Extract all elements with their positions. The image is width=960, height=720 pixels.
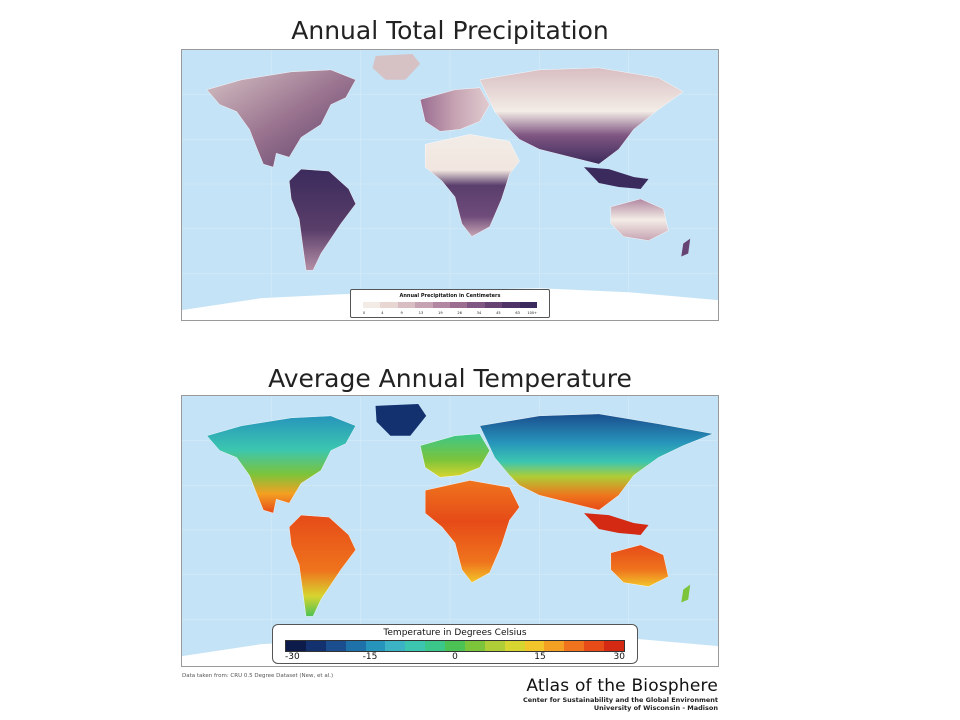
precip-legend-swatch <box>380 302 398 308</box>
africa <box>424 134 520 237</box>
temp-legend-swatch <box>564 641 585 651</box>
new-zealand <box>681 238 691 257</box>
precip-legend-tick: 13 <box>418 311 424 315</box>
temp-legend-title: Temperature in Degrees Celsius <box>383 628 527 638</box>
temp-legend-swatch <box>385 641 406 651</box>
north-america <box>206 415 356 514</box>
australia <box>610 198 669 241</box>
precip-legend-tick: 4 <box>381 311 384 315</box>
temp-legend-swatch <box>405 641 426 651</box>
precip-legend-ticks: 0 4 9 13 19 26 34 45 63 100+ <box>363 311 537 317</box>
temp-legend-swatch <box>345 641 366 651</box>
precip-legend-swatch <box>519 302 538 308</box>
precip-legend-tick: 63 <box>515 311 520 315</box>
precip-legend-tick: 45 <box>496 311 501 315</box>
brand-line-1: Center for Sustainability and the Global… <box>522 696 718 704</box>
temp-legend-swatch <box>464 641 485 651</box>
temp-legend-swatch <box>524 641 545 651</box>
temp-legend-swatch <box>604 641 624 651</box>
temp-legend-swatch <box>445 641 465 651</box>
precip-legend-tick: 26 <box>457 311 462 315</box>
temp-legend: Temperature in Degrees Celsius -30 -15 0 15… <box>272 624 638 664</box>
brand-line-2: University of Wisconsin - Madison <box>593 704 718 712</box>
new-zealand <box>681 584 691 603</box>
atlas-branding: Atlas of the Biosphere Center for Sustai… <box>523 676 718 712</box>
precip-legend-swatch <box>363 302 381 308</box>
precip-legend-swatch <box>484 302 503 308</box>
temp-legend-tick: -30 <box>285 652 300 662</box>
temp-legend-colorbar <box>285 640 625 652</box>
precip-legend-swatch <box>397 302 416 308</box>
data-source-note: Data taken from: CRU 0.5 Degree Dataset … <box>182 673 334 679</box>
temp-legend-tick: 15 <box>534 652 546 662</box>
north-america <box>206 69 356 168</box>
precip-legend-swatch <box>450 302 468 308</box>
temp-legend-swatch <box>544 641 565 651</box>
precip-legend-swatch <box>432 302 451 308</box>
precip-legend-tick: 9 <box>400 311 403 315</box>
temp-legend-swatch <box>305 641 326 651</box>
temp-legend-swatch <box>286 641 306 651</box>
temp-legend-ticks: -30 -15 0 15 30 <box>285 652 625 662</box>
asia <box>479 67 684 165</box>
temp-legend-swatch <box>584 641 604 651</box>
temp-legend-swatch <box>504 641 525 651</box>
precip-legend-swatch <box>502 302 520 308</box>
precip-legend: Annual Precipitation in Centimeters 0 4 9 1… <box>350 289 550 318</box>
precip-legend-title: Annual Precipitation in Centimeters <box>399 293 501 299</box>
temp-legend-swatch <box>325 641 346 651</box>
precip-legend-tick: 0 <box>363 311 366 315</box>
south-america <box>288 514 356 617</box>
precipitation-world-map <box>181 49 719 321</box>
precip-legend-tick: 100+ <box>527 311 537 315</box>
temp-legend-tick: 0 <box>452 652 458 662</box>
precip-map-title: Annual Total Precipitation <box>291 16 609 45</box>
precip-legend-swatch <box>467 302 485 308</box>
temp-legend-swatch <box>484 641 505 651</box>
southeast-asia-islands <box>584 513 649 535</box>
precip-legend-tick: 34 <box>476 311 482 315</box>
asia <box>479 413 714 511</box>
precip-legend-colorbar <box>363 302 538 308</box>
precipitation-map-svg <box>182 50 718 320</box>
precip-legend-swatch <box>415 302 433 308</box>
south-america <box>288 168 356 271</box>
southeast-asia-islands <box>584 167 649 189</box>
temp-legend-tick: 30 <box>613 652 625 662</box>
greenland <box>372 53 421 80</box>
temp-map-title: Average Annual Temperature <box>268 364 632 393</box>
temperature-world-map <box>181 395 719 667</box>
precip-legend-tick: 19 <box>438 311 443 315</box>
temperature-map-svg <box>182 396 718 666</box>
europe <box>419 433 490 478</box>
australia <box>610 544 669 587</box>
temp-legend-swatch <box>365 641 386 651</box>
temp-legend-tick: -15 <box>362 652 378 662</box>
greenland <box>375 403 427 436</box>
africa <box>424 480 520 583</box>
brand-name: Atlas of the Biosphere <box>526 676 718 696</box>
europe <box>419 87 490 132</box>
temp-legend-swatch <box>425 641 445 651</box>
